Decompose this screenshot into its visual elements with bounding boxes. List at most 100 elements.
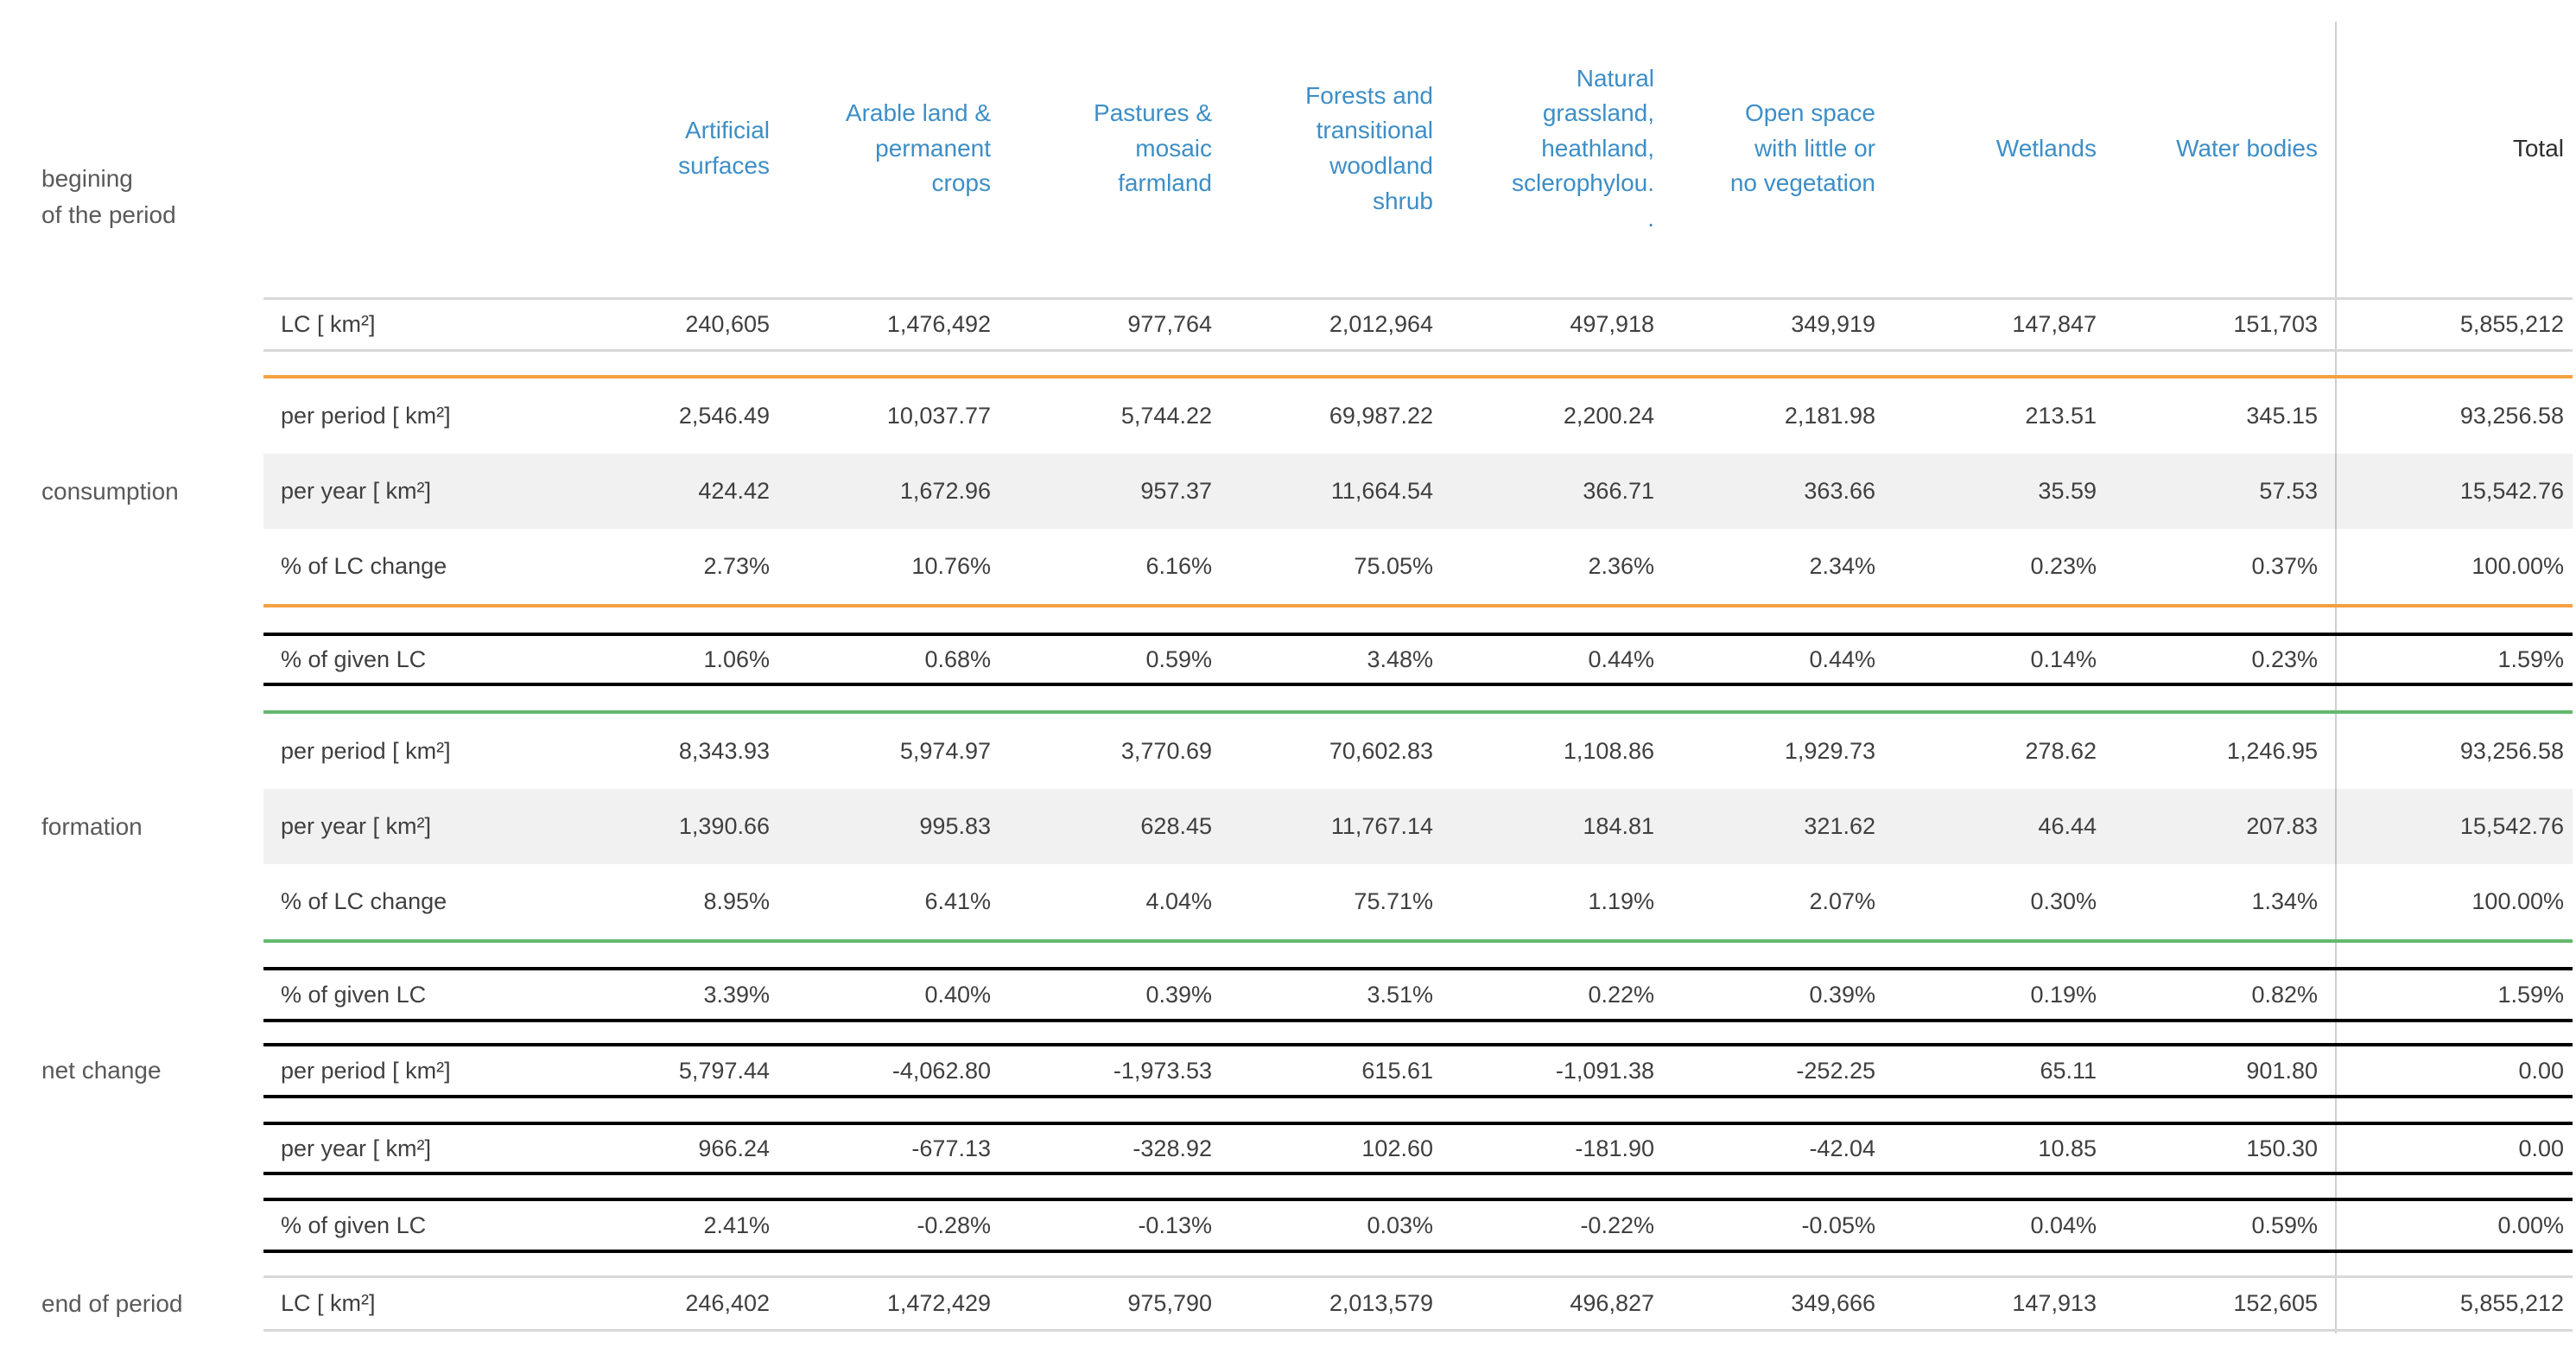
table-row: per period [ km²] 8,343.93 5,974.97 3,77… <box>263 714 2573 789</box>
cell: 2.07% <box>1809 888 1875 914</box>
formation-given-band: % of given LC 3.39% 0.40% 0.39% 3.51% 0.… <box>0 967 2576 1022</box>
row-label: per year [ km²] <box>281 813 432 839</box>
cell: 75.71% <box>1354 888 1433 914</box>
net-change-given-band: % of given LC 2.41% -0.28% -0.13% 0.03% … <box>0 1198 2576 1253</box>
cell: 901.80 <box>2246 1057 2318 1084</box>
cell: 975,790 <box>1127 1290 1212 1316</box>
row-label: % of given LC <box>281 1212 427 1238</box>
cell: 0.22% <box>1588 981 1654 1008</box>
column-header-arable-land: Arable land & permanent crops <box>845 99 991 197</box>
cell: 0.04% <box>2030 1212 2097 1238</box>
cell: 69,987.22 <box>1329 403 1433 429</box>
cell: 1.59% <box>2497 646 2564 672</box>
cell: 1,929.73 <box>1784 738 1875 764</box>
cell: 278.62 <box>2025 738 2097 764</box>
row-label: % of given LC <box>281 981 427 1008</box>
cell: 100.00% <box>2471 888 2564 914</box>
cell: 213.51 <box>2025 403 2097 429</box>
cell: 147,913 <box>2012 1290 2097 1316</box>
cell: 0.19% <box>2030 981 2097 1008</box>
cell: 0.44% <box>1588 646 1654 672</box>
cell: -42.04 <box>1809 1135 1875 1161</box>
column-header-natural-grassland: Natural grassland, heathland, sclerophyl… <box>1512 64 1654 232</box>
table-row: % of given LC 1.06% 0.68% 0.59% 3.48% 0.… <box>263 633 2573 686</box>
net-change-period-band: net change per period [ km²] 5,797.44 -4… <box>0 1043 2576 1098</box>
cell: 1,472,429 <box>886 1290 991 1316</box>
column-header-artificial-surfaces: Artificial surfaces <box>678 117 770 179</box>
cell: 5,744.22 <box>1120 403 1212 429</box>
cell: 6.16% <box>1145 553 1212 579</box>
cell: 0.00 <box>2518 1135 2564 1161</box>
cell: 150.30 <box>2246 1135 2318 1161</box>
column-header-row: Artificial surfaces Arable land & perman… <box>263 0 2573 297</box>
table-row: % of given LC 3.39% 0.40% 0.39% 3.51% 0.… <box>263 967 2573 1022</box>
cell: 8,343.93 <box>678 738 770 764</box>
row-label: LC [ km²] <box>281 311 376 337</box>
net-change-group-label: net change <box>41 1057 162 1084</box>
cell: 102.60 <box>1361 1135 1433 1161</box>
cell: 615.61 <box>1361 1057 1433 1084</box>
cell: -252.25 <box>1796 1057 1875 1084</box>
cell: -0.22% <box>1580 1212 1654 1238</box>
cell: 995.83 <box>919 813 991 839</box>
cell: 1,476,492 <box>886 311 991 337</box>
row-label: % of LC change <box>281 888 447 914</box>
cell: -181.90 <box>1575 1135 1654 1161</box>
cell: 184.81 <box>1583 813 1654 839</box>
cell: -1,973.53 <box>1113 1057 1212 1084</box>
cell: 10.76% <box>911 553 991 579</box>
table-row: per year [ km²] 424.42 1,672.96 957.37 1… <box>263 454 2573 529</box>
table-row: % of LC change 8.95% 6.41% 4.04% 75.71% … <box>263 864 2573 939</box>
cell: 957.37 <box>1140 478 1212 504</box>
cell: 100.00% <box>2471 553 2564 579</box>
cell: 321.62 <box>1804 813 1875 839</box>
cell: 2.73% <box>703 553 770 579</box>
table-row: per period [ km²] 5,797.44 -4,062.80 -1,… <box>263 1043 2573 1098</box>
header-spacer <box>263 0 557 297</box>
cell: 497,918 <box>1570 311 1654 337</box>
cell: 0.59% <box>1145 646 1212 672</box>
cell: 5,855,212 <box>2459 1290 2564 1316</box>
begin-lc-band: LC [ km²] 240,605 1,476,492 977,764 2,01… <box>0 297 2576 352</box>
cell: 966.24 <box>698 1135 770 1161</box>
cell: 1.06% <box>703 646 770 672</box>
cell: 366.71 <box>1583 478 1654 504</box>
column-header-open-space: Open space with little or no vegetation <box>1729 99 1875 197</box>
end-lc-band: end of period LC [ km²] 246,402 1,472,42… <box>0 1275 2576 1332</box>
cell: 4.04% <box>1145 888 1212 914</box>
cell: 0.44% <box>1809 646 1875 672</box>
cell: 6.41% <box>924 888 991 914</box>
table-row: per year [ km²] 1,390.66 995.83 628.45 1… <box>263 789 2573 864</box>
cell: 70,602.83 <box>1329 738 1433 764</box>
cell: -0.28% <box>917 1212 991 1238</box>
cell: 10,037.77 <box>886 403 991 429</box>
cell: 977,764 <box>1127 311 1212 337</box>
row-label: per year [ km²] <box>281 478 432 504</box>
column-header-pastures: Pastures & mosaic farmland <box>1094 99 1212 197</box>
cell: 0.23% <box>2251 646 2318 672</box>
table-row: LC [ km²] 240,605 1,476,492 977,764 2,01… <box>263 297 2573 352</box>
table-row: per period [ km²] 2,546.49 10,037.77 5,7… <box>263 378 2573 454</box>
cell: 0.40% <box>924 981 991 1008</box>
cell: -328.92 <box>1133 1135 1212 1161</box>
cell: 496,827 <box>1570 1290 1654 1316</box>
cell: -677.13 <box>911 1135 991 1161</box>
cell: 8.95% <box>703 888 770 914</box>
cell: 0.39% <box>1145 981 1212 1008</box>
column-header-total: Total <box>2512 134 2564 162</box>
cell: 1,390.66 <box>678 813 770 839</box>
cell: 11,767.14 <box>1330 813 1433 839</box>
cell: -0.13% <box>1138 1212 1212 1238</box>
cell: 240,605 <box>685 311 770 337</box>
consumption-given-band: % of given LC 1.06% 0.68% 0.59% 3.48% 0.… <box>0 633 2576 686</box>
cell: 0.82% <box>2251 981 2318 1008</box>
cell: 65.11 <box>2040 1057 2097 1084</box>
cell: 2,012,964 <box>1329 311 1433 337</box>
cell: 207.83 <box>2246 813 2318 839</box>
cell: 3,770.69 <box>1120 738 1212 764</box>
consumption-section: consumption per period [ km²] 2,546.49 1… <box>0 375 2576 607</box>
table-header: begining of the period Artificial surfac… <box>0 0 2576 297</box>
cell: 2,200.24 <box>1563 403 1654 429</box>
cell: 1.19% <box>1588 888 1654 914</box>
